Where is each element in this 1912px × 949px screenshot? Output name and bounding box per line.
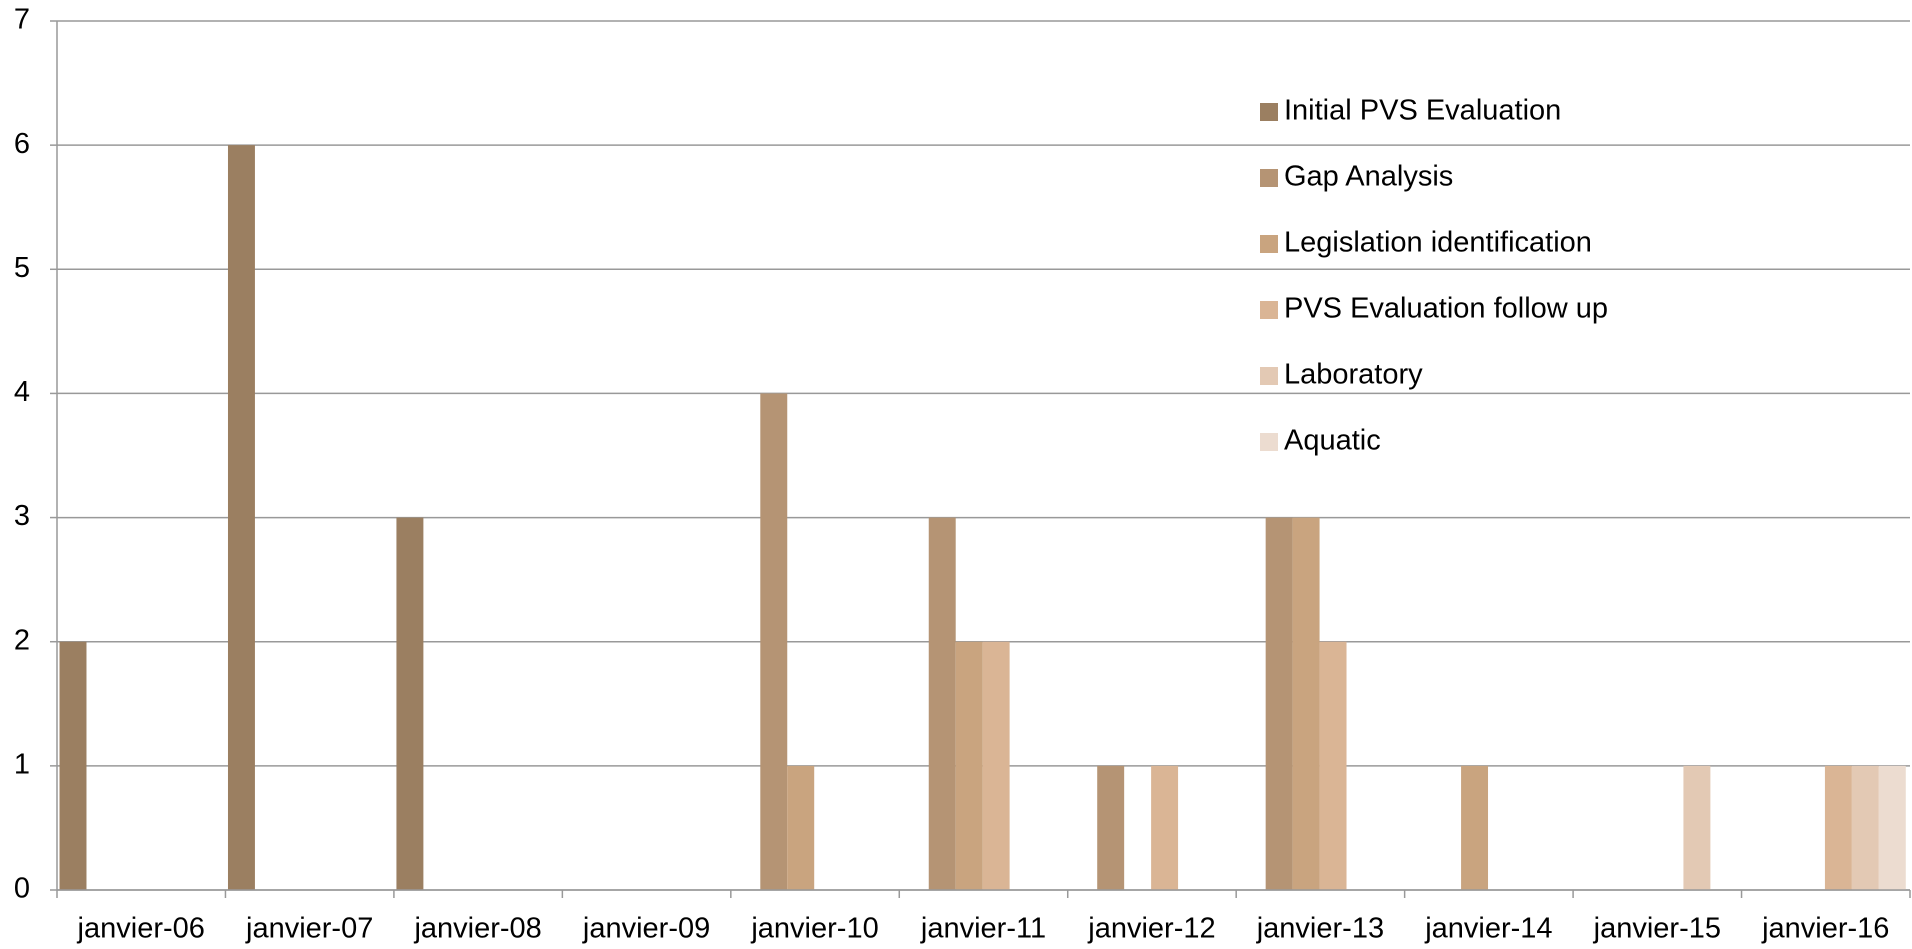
- legend-swatch: [1260, 235, 1278, 253]
- legend-label: PVS Evaluation follow up: [1284, 293, 1608, 325]
- legend-label: Legislation identification: [1284, 227, 1592, 259]
- y-tick-label: 3: [14, 500, 30, 532]
- x-tick-label: janvier-06: [77, 913, 205, 945]
- y-tick-label: 5: [14, 252, 30, 284]
- y-tick-label: 0: [14, 873, 30, 905]
- y-tick-label: 7: [14, 4, 30, 36]
- legend-swatch: [1260, 433, 1278, 451]
- bar: [227, 145, 255, 891]
- bar: [1151, 765, 1179, 890]
- bar: [928, 517, 956, 890]
- bar: [760, 393, 788, 890]
- bar: [1097, 765, 1125, 890]
- legend-swatch: [1260, 103, 1278, 121]
- y-tick-label: 2: [14, 624, 30, 656]
- x-tick-label: janvier-11: [920, 913, 1046, 945]
- x-tick-label: janvier-09: [582, 913, 710, 945]
- legend-label: Aquatic: [1284, 425, 1381, 457]
- x-tick-label: janvier-13: [1256, 913, 1384, 945]
- y-tick-label: 1: [14, 749, 30, 781]
- x-tick-label: janvier-08: [413, 913, 541, 945]
- y-tick-label: 6: [14, 128, 30, 160]
- bar: [1265, 517, 1293, 890]
- legend-swatch: [1260, 301, 1278, 319]
- legend-swatch: [1260, 169, 1278, 187]
- bar: [1461, 765, 1489, 890]
- x-tick-label: janvier-14: [1424, 913, 1552, 945]
- bar: [982, 641, 1010, 890]
- bar: [1851, 765, 1879, 890]
- bar: [787, 765, 815, 890]
- x-tick-label: janvier-15: [1593, 913, 1721, 945]
- bar: [396, 517, 424, 890]
- bar: [59, 641, 87, 890]
- bar: [955, 641, 983, 890]
- bar: [1319, 641, 1347, 890]
- bar: [1878, 765, 1906, 890]
- x-tick-label: janvier-12: [1087, 913, 1215, 945]
- bar: [1824, 765, 1852, 890]
- legend-label: Laboratory: [1284, 359, 1423, 391]
- x-tick-label: janvier-16: [1761, 913, 1889, 945]
- legend-swatch: [1260, 367, 1278, 385]
- x-tick-label: janvier-07: [245, 913, 373, 945]
- legend-label: Initial PVS Evaluation: [1284, 95, 1561, 127]
- x-tick-label: janvier-10: [750, 913, 878, 945]
- bar: [1683, 765, 1711, 890]
- bar: [1292, 517, 1320, 890]
- y-tick-label: 4: [14, 376, 30, 408]
- legend-label: Gap Analysis: [1284, 161, 1453, 193]
